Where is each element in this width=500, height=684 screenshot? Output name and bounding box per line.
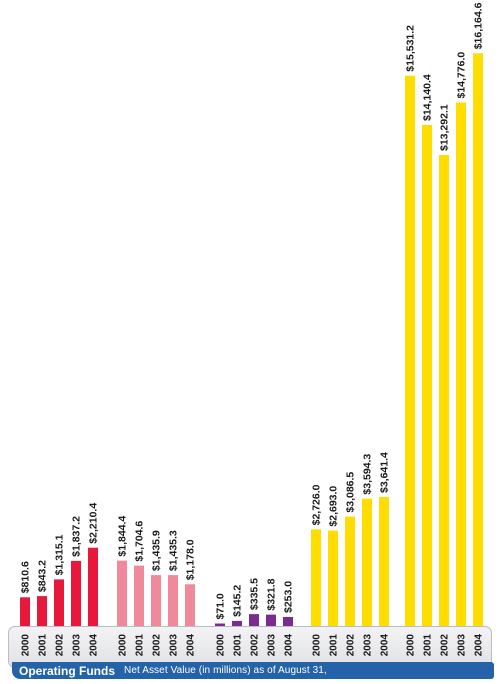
chart-subtitle: Net Asset Value (in millions) as of Augu… — [124, 665, 327, 676]
bar-g4-2003 — [362, 498, 372, 626]
year-tick-label: 2004 — [186, 634, 197, 657]
bar-g2-2002 — [151, 575, 161, 626]
value-label: $1,837.2 — [71, 516, 83, 557]
value-label: $1,435.9 — [151, 530, 163, 571]
year-tick-label: 2001 — [38, 634, 49, 657]
year-tick-label: 2002 — [55, 634, 66, 657]
bar-g3-2001 — [232, 620, 242, 626]
value-label: $1,178.0 — [185, 539, 197, 580]
value-label: $335.5 — [249, 578, 261, 610]
value-label: $843.2 — [37, 560, 49, 592]
year-tick-label: 2001 — [135, 634, 146, 657]
bar-g1-2002 — [54, 579, 64, 626]
bar-g5-2002 — [439, 155, 449, 626]
year-tick-label: 2002 — [346, 634, 357, 657]
value-label: $71.0 — [215, 593, 227, 619]
bar-g5-2001 — [422, 125, 432, 626]
year-tick-label: 2000 — [406, 634, 417, 657]
bar-g5-2003 — [456, 102, 466, 626]
value-label: $1,435.3 — [168, 530, 180, 571]
value-label: $2,693.0 — [328, 486, 340, 527]
bar-g1-2003 — [71, 560, 81, 626]
year-tick-label: 2003 — [72, 634, 83, 657]
year-tick-label: 2000 — [216, 634, 227, 657]
value-label: $1,704.6 — [134, 521, 146, 562]
year-tick-label: 2000 — [312, 634, 323, 657]
bar-g1-2000 — [20, 597, 30, 626]
value-label: $321.8 — [266, 578, 278, 610]
value-label: $1,315.1 — [54, 534, 66, 575]
year-tick-label: 2004 — [89, 634, 100, 657]
category-axis-band — [8, 626, 492, 668]
year-tick-label: 2002 — [152, 634, 163, 657]
year-tick-label: 2004 — [474, 634, 485, 657]
bar-g2-2003 — [168, 575, 178, 626]
value-label: $3,594.3 — [362, 454, 374, 495]
bar-g3-2000 — [215, 623, 225, 626]
bar-g3-2004 — [283, 617, 293, 626]
bar-g4-2000 — [311, 529, 321, 626]
year-tick-label: 2003 — [169, 634, 180, 657]
bar-g4-2004 — [379, 497, 389, 626]
value-label: $810.6 — [20, 561, 32, 593]
bar-g4-2002 — [345, 516, 355, 626]
bar-g3-2002 — [249, 614, 259, 626]
value-label: $3,641.4 — [379, 452, 391, 493]
bar-g5-2000 — [405, 75, 415, 626]
value-label: $16,164.6 — [473, 2, 485, 49]
year-tick-label: 2004 — [284, 634, 295, 657]
bar-g2-2000 — [117, 560, 127, 626]
year-tick-label: 2003 — [363, 634, 374, 657]
value-label: $14,140.4 — [422, 74, 434, 121]
value-label: $2,210.4 — [88, 503, 100, 544]
value-label: $13,292.1 — [439, 104, 451, 151]
bar-g1-2001 — [37, 596, 47, 626]
value-label: $15,531.2 — [405, 25, 417, 72]
year-tick-label: 2001 — [233, 634, 244, 657]
chart-caption-bar: Operating Funds Net Asset Value (in mill… — [12, 662, 494, 679]
bar-g5-2004 — [473, 53, 483, 627]
year-tick-label: 2003 — [267, 634, 278, 657]
year-tick-label: 2001 — [329, 634, 340, 657]
year-tick-label: 2003 — [457, 634, 468, 657]
value-label: $253.0 — [283, 581, 295, 613]
value-label: $14,776.0 — [456, 52, 468, 99]
value-label: $145.2 — [232, 585, 244, 617]
year-tick-label: 2002 — [440, 634, 451, 657]
chart-title: Operating Funds — [19, 663, 115, 678]
year-tick-label: 2004 — [380, 634, 391, 657]
value-label: $3,086.5 — [345, 472, 357, 513]
year-tick-label: 2000 — [118, 634, 129, 657]
year-tick-label: 2000 — [21, 634, 32, 657]
year-tick-label: 2001 — [423, 634, 434, 657]
value-label: $1,844.4 — [117, 516, 129, 557]
year-tick-label: 2002 — [250, 634, 261, 657]
bar-g4-2001 — [328, 530, 338, 626]
value-label: $2,726.0 — [311, 484, 323, 525]
bar-g3-2003 — [266, 614, 276, 626]
bar-g2-2001 — [134, 565, 144, 626]
bar-g2-2004 — [185, 584, 195, 626]
bar-g1-2004 — [88, 547, 98, 626]
